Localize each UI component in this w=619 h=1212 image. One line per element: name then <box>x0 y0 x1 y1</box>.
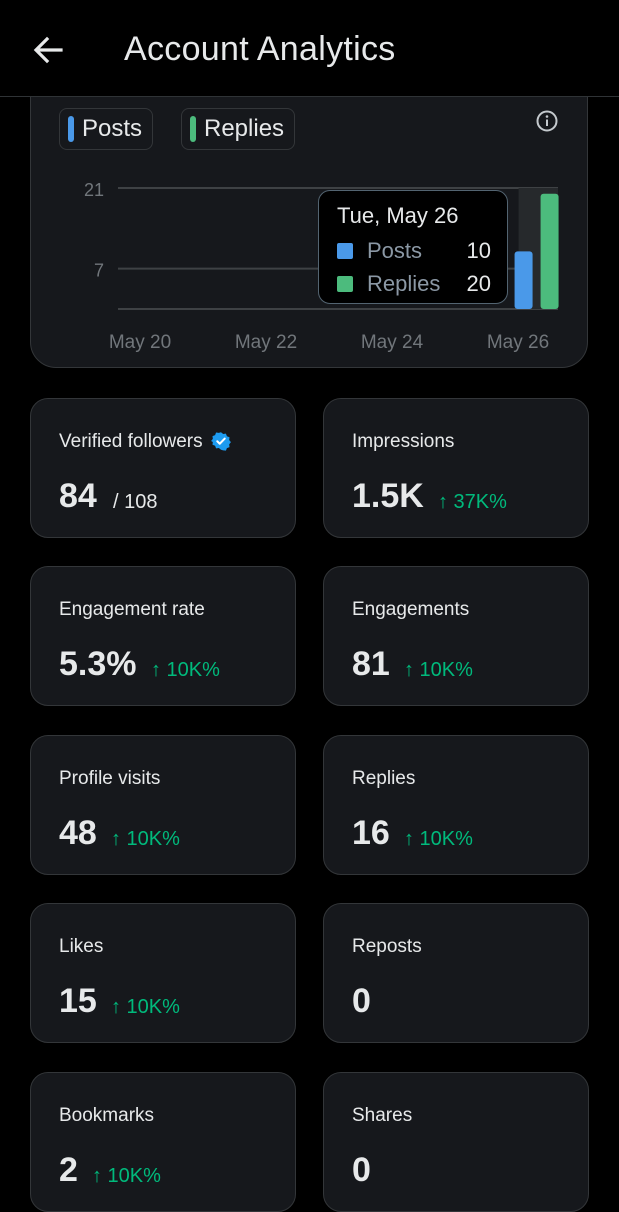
legend-swatch-posts <box>68 116 74 142</box>
x-tick-label: May 20 <box>109 332 171 353</box>
stat-card-engagement-rate[interactable]: Engagement rate 5.3% ↑ 10K% <box>30 566 296 706</box>
tooltip-series-value: 10 <box>466 238 491 263</box>
bar-posts[interactable] <box>514 251 533 309</box>
stat-change: ↑ 10K% <box>111 828 180 850</box>
stat-change: ↑ 10K% <box>151 659 220 681</box>
stat-card-verified-followers[interactable]: Verified followers 84 / 108 <box>30 398 296 538</box>
stat-change: ↑ 10K% <box>92 1165 161 1187</box>
tooltip-row-replies: Replies 20 <box>337 271 491 297</box>
stat-change: ↑ 37K% <box>438 491 507 513</box>
tooltip-series-value: 20 <box>466 271 491 296</box>
y-tick-label: 21 <box>84 180 104 200</box>
stat-label: Engagement rate <box>59 599 205 620</box>
stat-card-profile-visits[interactable]: Profile visits 48 ↑ 10K% <box>30 735 296 875</box>
x-tick-label: May 24 <box>361 332 424 353</box>
info-icon[interactable] <box>535 109 559 133</box>
x-tick-label: May 26 <box>487 332 549 353</box>
stat-label: Verified followers <box>59 431 203 452</box>
tooltip-series-name: Posts <box>367 238 423 263</box>
stat-value: 84 <box>59 477 97 515</box>
stat-card-replies[interactable]: Replies 16 ↑ 10K% <box>323 735 589 875</box>
stat-label: Impressions <box>352 431 455 452</box>
chart-tooltip: Tue, May 26 Posts 10 Replies 20 <box>318 190 508 304</box>
analytics-chart-card: Posts Replies 21 7 May 20 May 22 May 24 May 2… <box>30 70 588 368</box>
legend-swatch-replies <box>190 116 196 142</box>
stat-card-engagements[interactable]: Engagements 81 ↑ 10K% <box>323 566 589 706</box>
tooltip-swatch-replies <box>337 276 353 292</box>
stat-label: Shares <box>352 1105 413 1126</box>
stat-label: Replies <box>352 768 416 789</box>
tooltip-row-posts: Posts 10 <box>337 238 491 264</box>
legend-label-replies: Replies <box>204 115 285 142</box>
stat-label: Likes <box>59 936 104 957</box>
arrow-left-icon[interactable] <box>28 30 68 70</box>
stat-value: 48 <box>59 814 97 852</box>
bar-replies[interactable] <box>540 193 559 309</box>
stat-card-shares[interactable]: Shares 0 <box>323 1072 589 1212</box>
stat-total: / 108 <box>113 491 158 513</box>
stat-label: Engagements <box>352 599 470 620</box>
stat-card-likes[interactable]: Likes 15 ↑ 10K% <box>30 903 296 1043</box>
stat-value: 15 <box>59 982 97 1020</box>
stat-value: 81 <box>352 645 390 683</box>
stat-change: ↑ 10K% <box>404 659 473 681</box>
stat-card-impressions[interactable]: Impressions 1.5K ↑ 37K% <box>323 398 589 538</box>
stat-change: ↑ 10K% <box>404 828 473 850</box>
stat-value: 0 <box>352 1151 371 1189</box>
stat-value: 1.5K <box>352 477 424 515</box>
stat-label: Reposts <box>352 936 422 957</box>
stat-label: Profile visits <box>59 768 161 789</box>
stat-value: 16 <box>352 814 390 852</box>
page-title: Account Analytics <box>124 30 396 68</box>
legend-label-posts: Posts <box>82 115 143 142</box>
tooltip-series-name: Replies <box>367 271 441 296</box>
tooltip-date: Tue, May 26 <box>337 203 459 228</box>
stat-change: ↑ 10K% <box>111 996 180 1018</box>
stat-value: 2 <box>59 1151 78 1189</box>
tooltip-swatch-posts <box>337 243 353 259</box>
stat-value: 0 <box>352 982 371 1020</box>
stat-card-reposts[interactable]: Reposts 0 <box>323 903 589 1043</box>
y-tick-label: 7 <box>94 261 104 281</box>
stat-label: Bookmarks <box>59 1105 155 1126</box>
stat-card-bookmarks[interactable]: Bookmarks 2 ↑ 10K% <box>30 1072 296 1212</box>
stat-value: 5.3% <box>59 645 137 683</box>
legend-chip-replies[interactable]: Replies <box>181 108 296 150</box>
x-tick-label: May 22 <box>235 332 297 353</box>
top-app-bar: Account Analytics <box>0 0 619 97</box>
verified-badge-icon <box>211 432 231 451</box>
legend-chip-posts[interactable]: Posts <box>59 108 154 150</box>
